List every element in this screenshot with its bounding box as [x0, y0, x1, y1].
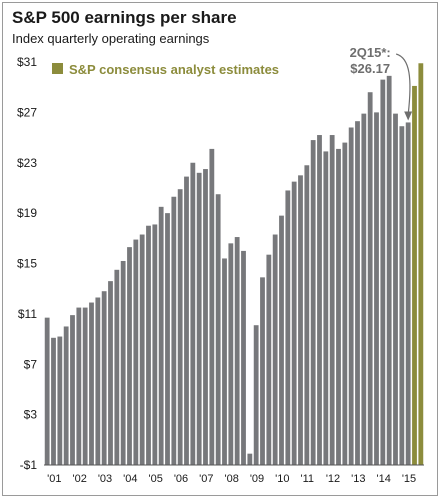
legend: S&P consensus analyst estimates: [52, 62, 279, 77]
x-tick-label: '01: [47, 473, 61, 485]
bar: [272, 234, 278, 465]
y-tick-label: $3: [24, 408, 38, 422]
bar: [317, 135, 322, 466]
x-tick-label: '08: [225, 473, 239, 485]
bar: [51, 337, 56, 465]
bar: [139, 234, 145, 465]
bar: [108, 281, 113, 465]
bar: [361, 113, 367, 465]
annotation-label: 2Q15*:: [350, 45, 391, 60]
bar: [412, 85, 417, 466]
legend-label: S&P consensus analyst estimates: [69, 62, 279, 77]
y-tick-label: -$1: [20, 458, 38, 472]
x-tick-label: '12: [326, 473, 340, 485]
y-tick-label: $31: [17, 55, 37, 69]
bar: [165, 213, 170, 466]
annotation-arrow: [395, 53, 411, 115]
x-tick-label: '06: [174, 473, 188, 485]
bar: [279, 215, 284, 465]
bar: [253, 325, 259, 465]
y-tick-label: $11: [18, 307, 37, 321]
bar: [260, 277, 265, 465]
x-tick-label: '15: [402, 473, 416, 485]
bar: [95, 297, 101, 465]
y-tick-label: $19: [17, 206, 37, 220]
bar: [304, 165, 310, 465]
bar: [101, 291, 107, 465]
bar: [285, 190, 291, 465]
y-axis: -$1 $3 $7 $11 $15 $19 $23 $27 $31: [17, 55, 37, 472]
x-tick-label: '14: [377, 473, 391, 485]
bar: [348, 127, 354, 466]
x-tick-label: '13: [351, 473, 365, 485]
bar: [152, 224, 158, 465]
bar: [158, 206, 164, 465]
bar: [247, 453, 253, 465]
bar: [190, 162, 196, 465]
bar: [70, 315, 75, 465]
bar: [355, 121, 360, 465]
bar: [374, 112, 379, 466]
bar: [203, 169, 208, 466]
bar: [89, 302, 94, 465]
bar: [222, 258, 227, 465]
bar: [184, 176, 189, 465]
chart-subtitle: Index quarterly operating earnings: [12, 31, 210, 46]
bar: [133, 239, 139, 465]
legend-swatch: [52, 63, 63, 74]
bar: [266, 254, 272, 465]
annotation-arrowhead: [404, 111, 413, 121]
bar: [63, 326, 69, 465]
bar: [82, 307, 88, 465]
x-tick-label: '07: [199, 473, 213, 485]
bar: [215, 194, 221, 466]
bar: [177, 189, 183, 465]
bar: [418, 63, 424, 465]
bar: [323, 151, 329, 466]
bar: [209, 148, 215, 465]
bar: [146, 225, 151, 465]
x-tick-label: '10: [275, 473, 289, 485]
bar: [399, 126, 405, 465]
y-tick-label: $7: [24, 357, 38, 371]
x-axis: '01 '02 '03 '04 '05 '06 '07 '08 '09 '10 '11 '12 '13 '…: [47, 473, 416, 485]
bar: [342, 142, 348, 465]
bar: [57, 336, 63, 465]
bar: [228, 243, 234, 465]
bar: [380, 79, 386, 465]
bar: [120, 260, 126, 465]
bar: [336, 148, 341, 465]
bar: [291, 181, 297, 465]
bars: [44, 63, 424, 466]
bar: [367, 92, 373, 465]
y-tick-label: $23: [17, 156, 37, 170]
annotation: 2Q15*: $26.17: [350, 45, 413, 121]
bar: [298, 175, 303, 465]
bar: [196, 172, 202, 465]
x-tick-label: '09: [250, 473, 264, 485]
bar: [44, 317, 50, 465]
y-tick-label: $15: [17, 257, 37, 271]
y-tick-label: $27: [17, 105, 37, 119]
x-tick-label: '05: [149, 473, 163, 485]
chart-title: S&P 500 earnings per share: [12, 8, 237, 27]
bar: [127, 247, 132, 465]
x-tick-label: '03: [98, 473, 112, 485]
bar: [329, 135, 335, 466]
bar: [405, 122, 411, 465]
bar: [386, 75, 392, 465]
annotation-value: $26.17: [350, 61, 390, 76]
bar: [234, 237, 240, 465]
bar: [393, 113, 398, 465]
bar: [76, 307, 82, 465]
x-tick-label: '11: [301, 473, 315, 485]
bar: [171, 196, 177, 465]
bar: [114, 269, 120, 465]
bar: [241, 250, 246, 465]
x-tick-label: '04: [123, 473, 137, 485]
x-tick-label: '02: [73, 473, 87, 485]
bar: [310, 140, 316, 465]
